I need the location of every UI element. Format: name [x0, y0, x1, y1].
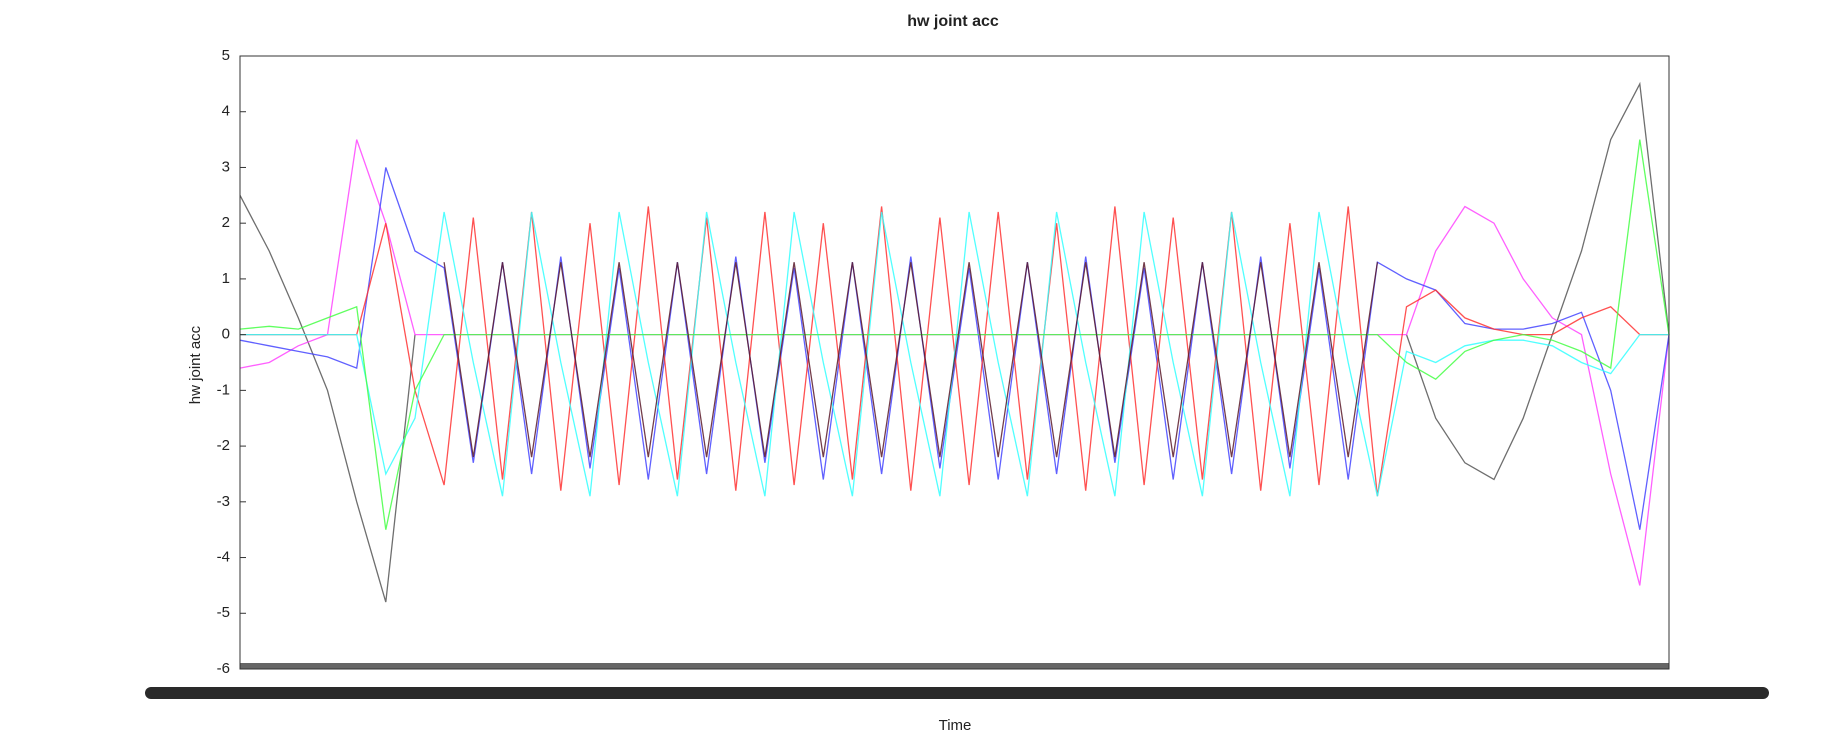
series-line — [443, 262, 1379, 458]
y-tick-label: -1 — [217, 381, 230, 398]
y-tick-label: -2 — [217, 437, 230, 454]
y-tick-label: 4 — [222, 103, 230, 120]
y-tick-label: 0 — [222, 326, 230, 343]
y-tick-label: -5 — [217, 604, 230, 621]
y-tick-label: -4 — [217, 549, 230, 566]
series-line — [240, 211, 1669, 497]
plot-frame — [239, 55, 1670, 670]
y-tick-label: 5 — [222, 47, 230, 64]
series-line — [239, 81, 1670, 603]
plot-area — [239, 81, 1670, 603]
series-line — [239, 167, 1670, 530]
x-axis-label: Time — [939, 717, 972, 734]
x-tick-labels-overlap — [145, 687, 1769, 699]
chart-title: hw joint acc — [907, 13, 999, 30]
x-tick-marks — [240, 663, 1669, 669]
y-tick-label: 3 — [222, 158, 230, 175]
series-line — [239, 139, 1670, 530]
y-tick-label: -6 — [217, 660, 230, 677]
y-axis-label: hw joint acc — [187, 325, 204, 404]
y-tick-label: 1 — [222, 270, 230, 287]
y-tick-label: 2 — [222, 214, 230, 231]
y-tick-label: -3 — [217, 493, 230, 510]
